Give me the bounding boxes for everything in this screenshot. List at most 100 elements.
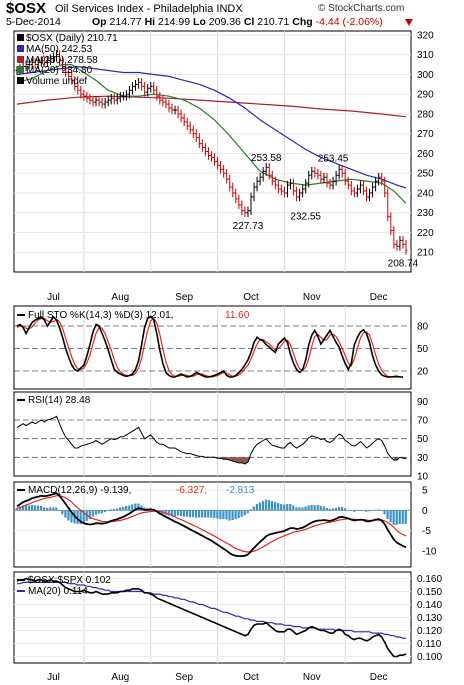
legend-swatch — [17, 77, 24, 84]
price-tick-label: 300 — [417, 70, 434, 81]
price-tick-label: 240 — [417, 188, 434, 199]
macd-histogram-bar — [310, 504, 313, 511]
price-tick-label: 280 — [417, 109, 434, 120]
down-triangle-icon — [405, 19, 413, 26]
macd-histogram-bar — [337, 506, 341, 511]
ratio-tick-label: 0.160 — [417, 574, 442, 585]
sto-tick-label: 80 — [417, 322, 429, 333]
rsi-tick-label: 90 — [417, 397, 429, 408]
macd-histogram-bar — [316, 504, 319, 511]
macd-histogram-bar — [353, 510, 356, 512]
macd-histogram-bar — [258, 502, 262, 511]
legend-swatch — [17, 66, 24, 73]
macd-histogram-bar — [115, 508, 119, 511]
macd-histogram-bar — [58, 510, 61, 511]
macd-tick-label: 5 — [422, 486, 428, 497]
macd-histogram-bar — [383, 510, 386, 515]
price-tick-label: 210 — [417, 248, 434, 259]
price-tick-label: 230 — [417, 208, 434, 219]
ratio-ma-legend-label: MA(20) 0.114 — [28, 586, 88, 597]
macd-line — [16, 492, 407, 557]
macd-histogram-bar — [207, 510, 210, 518]
macd-histogram-bar — [325, 507, 328, 511]
chart-symbol: $OSX — [6, 0, 47, 17]
macd-histogram-bar — [286, 504, 289, 511]
macd-histogram-bar — [176, 510, 179, 516]
macd-histogram-bar — [231, 510, 234, 521]
macd-histogram-bar — [46, 507, 49, 511]
high-value: 214.99 — [157, 16, 191, 28]
macd-histogram-bar — [67, 510, 70, 521]
macd-histogram-bar — [18, 506, 21, 511]
macd-histogram-bar — [252, 506, 255, 511]
sto-d-legend-label: 11.60 — [225, 310, 250, 321]
macd-histogram-bar — [70, 510, 73, 523]
macd-histogram-bar — [343, 508, 347, 511]
legend-swatch — [17, 56, 24, 63]
x-tick-label: Aug — [111, 292, 129, 303]
macd-histogram-bar — [277, 503, 280, 511]
macd-histogram-bar — [222, 510, 225, 520]
macd-histogram-bar — [304, 506, 307, 511]
rsi-tick-label: 30 — [417, 453, 429, 464]
macd-histogram-bar — [170, 510, 173, 516]
macd-histogram-bar — [356, 510, 359, 511]
macd-histogram-bar — [76, 510, 79, 524]
rsi-legend-label: RSI(14) 28.48 — [28, 395, 91, 406]
macd-histogram-bar — [179, 510, 183, 517]
macd-tick-label: -5 — [422, 526, 431, 537]
macd-tick-label: -10 — [422, 546, 437, 557]
macd-histogram-bar — [334, 507, 338, 511]
macd-histogram-bar — [359, 510, 362, 511]
rsi-line — [16, 415, 407, 465]
macd-histogram-bar — [40, 505, 43, 511]
macd-histogram-bar — [15, 507, 18, 511]
chart-date: 5-Dec-2014 — [6, 16, 61, 28]
high-label: Hi — [144, 16, 156, 28]
macd-histogram-bar — [267, 500, 271, 511]
macd-histogram-bar — [210, 510, 213, 518]
macd-histogram-bar — [237, 510, 240, 519]
legend-swatch — [17, 34, 24, 41]
price-tick-label: 310 — [417, 50, 434, 61]
macd-histogram-bar — [386, 510, 389, 520]
ratio-tick-label: 0.150 — [417, 587, 442, 598]
legend-label: MA(200) 278.58 — [26, 55, 98, 66]
sto-tick-label: 50 — [417, 344, 429, 355]
macd-histogram-bar — [122, 506, 125, 511]
macd-histogram-bar — [219, 510, 222, 520]
macd-histogram-bar — [195, 510, 198, 518]
macd-histogram-bar — [331, 508, 334, 511]
macd-histogram-bar — [100, 510, 103, 514]
macd-hist-legend-label: -2.813 — [226, 485, 255, 496]
macd-histogram-bar — [249, 509, 252, 511]
ratio-line — [16, 577, 407, 658]
macd-histogram-bar — [128, 505, 131, 511]
macd-histogram-bar — [64, 510, 67, 518]
stockcharts-logo: © StockCharts.com — [318, 3, 405, 14]
macd-histogram-bar — [246, 510, 249, 514]
chg-label: Chg — [292, 16, 313, 28]
macd-histogram-bar — [322, 506, 325, 511]
macd-histogram-bar — [346, 509, 350, 511]
macd-histogram-bar — [188, 510, 192, 518]
macd-histogram-bar — [349, 510, 353, 511]
x-tick-label: Sep — [175, 292, 193, 303]
price-annotation: 253.45 — [318, 153, 349, 164]
macd-histogram-bar — [119, 507, 122, 511]
ratio-tick-label: 0.120 — [417, 626, 442, 637]
x-tick-label: Nov — [303, 672, 321, 683]
macd-histogram-bar — [392, 510, 395, 525]
sto-tick-label: 20 — [417, 367, 429, 378]
macd-histogram-bar — [255, 504, 258, 511]
price-annotation: 253.58 — [251, 153, 282, 164]
macd-histogram-bar — [368, 510, 371, 512]
ma50-line — [16, 65, 407, 189]
macd-histogram-bar — [24, 505, 28, 511]
macd-histogram-bar — [362, 510, 365, 511]
macd-histogram-bar — [167, 510, 170, 516]
macd-histogram-bar — [371, 510, 374, 511]
price-tick-label: 220 — [417, 228, 434, 239]
macd-histogram-bar — [134, 503, 137, 511]
macd-histogram-bar — [283, 504, 286, 511]
